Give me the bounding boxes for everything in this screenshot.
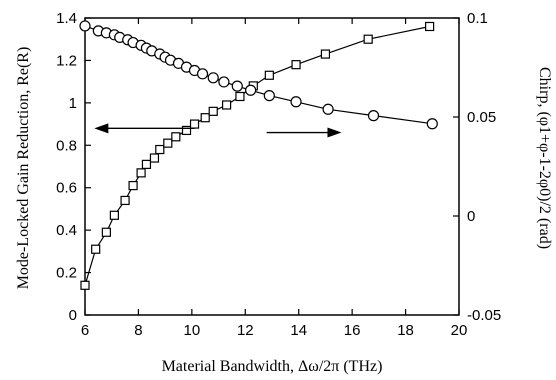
x-tick-label: 20 bbox=[451, 322, 468, 339]
plot-frame bbox=[84, 17, 460, 316]
square-marker bbox=[141, 159, 152, 169]
square-marker bbox=[80, 280, 90, 290]
square-marker bbox=[128, 180, 138, 191]
y-left-tick-label: 0.6 bbox=[56, 180, 77, 197]
y-left-axis-label: Mode-Locked Gain Reduction, Re(R) bbox=[15, 47, 32, 290]
square-marker bbox=[136, 168, 146, 178]
x-tick-label: 10 bbox=[184, 322, 201, 339]
square-marker bbox=[109, 210, 119, 220]
circle-marker bbox=[245, 84, 257, 96]
square-marker bbox=[425, 21, 435, 32]
y-right-axis-label: Chirp, (φ1+φ-1-2φ0)/2 (rad) bbox=[536, 67, 553, 249]
circle-marker bbox=[290, 96, 302, 108]
x-tick-label: 6 bbox=[81, 322, 89, 339]
square-marker bbox=[221, 100, 232, 110]
y-left-tick-label: 0.2 bbox=[56, 265, 77, 282]
circle-marker bbox=[207, 72, 219, 84]
y-left-tick-label: 1.4 bbox=[56, 10, 77, 27]
x-tick-label: 8 bbox=[134, 322, 142, 339]
circle-marker bbox=[196, 68, 209, 80]
y-left-tick-label: 1 bbox=[69, 95, 77, 112]
square-marker bbox=[235, 91, 245, 102]
square-marker bbox=[291, 60, 301, 70]
square-marker bbox=[91, 244, 101, 254]
x-tick-label: 16 bbox=[344, 322, 361, 339]
x-axis-label: Material Bandwidth, Δω/2π (THz) bbox=[162, 358, 383, 375]
square-marker bbox=[264, 70, 274, 80]
y-right-tick-label: 0 bbox=[467, 208, 475, 225]
square-marker bbox=[208, 106, 218, 116]
axes: 6 8 10 12 14 16 18 20 0 0.2 0.4 0.6 0.8 1 1.2 1.4 -0.05 0… bbox=[56, 10, 501, 339]
circle-marker bbox=[263, 90, 275, 102]
y-left-tick-label: 0.8 bbox=[56, 137, 77, 154]
square-marker bbox=[320, 49, 331, 59]
y-left-tick-label: 1.2 bbox=[56, 52, 77, 69]
square-marker bbox=[200, 113, 210, 123]
y-left-tick-label: 0 bbox=[69, 307, 77, 324]
y-right-tick-label: -0.05 bbox=[467, 307, 501, 324]
square-marker bbox=[101, 227, 111, 237]
circle-marker bbox=[231, 80, 243, 92]
circle-marker bbox=[79, 20, 91, 32]
circle-marker bbox=[426, 118, 438, 130]
square-marker bbox=[189, 119, 200, 129]
series-gain-reduction bbox=[80, 21, 435, 290]
circle-marker bbox=[218, 76, 230, 88]
y-right-tick-label: 0.05 bbox=[467, 109, 496, 126]
x-tick-label: 12 bbox=[237, 322, 254, 339]
circle-marker bbox=[322, 103, 334, 115]
x-tick-label: 18 bbox=[397, 322, 414, 339]
square-marker bbox=[149, 153, 160, 163]
y-right-tick-label: 0.1 bbox=[467, 10, 488, 27]
square-marker bbox=[163, 138, 173, 148]
series-chirp bbox=[79, 20, 438, 130]
square-marker bbox=[155, 144, 165, 155]
circle-marker bbox=[367, 110, 380, 122]
annotation-arrows bbox=[94, 123, 342, 138]
series-line bbox=[84, 25, 430, 286]
square-marker bbox=[171, 132, 181, 142]
arrow-right-head bbox=[327, 127, 342, 138]
square-marker bbox=[120, 195, 130, 206]
x-tick-label: 14 bbox=[290, 322, 307, 339]
arrow-left-head bbox=[94, 123, 109, 134]
series-layer bbox=[79, 20, 438, 290]
y-left-tick-label: 0.4 bbox=[56, 222, 77, 239]
square-marker bbox=[363, 34, 373, 44]
square-marker bbox=[181, 125, 192, 136]
